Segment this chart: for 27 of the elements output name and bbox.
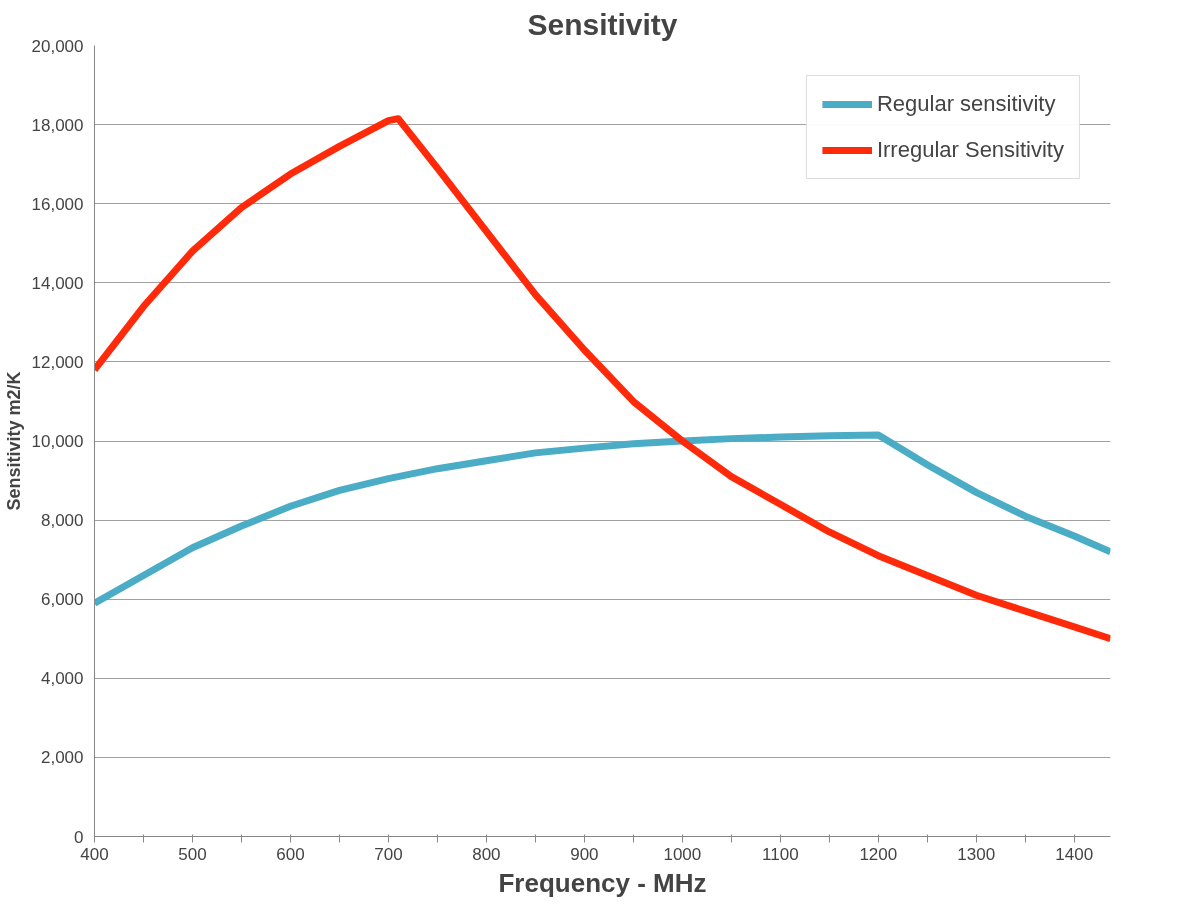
y-tick-label: 18,000	[31, 115, 84, 135]
y-tick-label: 14,000	[31, 273, 84, 293]
y-tick-label: 8,000	[40, 511, 84, 531]
x-tick-label: 800	[472, 844, 501, 864]
y-tick-label: 0	[74, 827, 84, 847]
legend-label: Regular sensitivity	[876, 91, 1056, 117]
y-tick-label: 12,000	[31, 352, 84, 372]
y-tick-label: 2,000	[40, 748, 84, 768]
legend-label: Irregular Sensitivity	[876, 137, 1064, 163]
x-tick-label: 1400	[1055, 844, 1094, 864]
y-tick-label: 10,000	[31, 432, 84, 451]
x-tick-label: 700	[374, 844, 403, 864]
y-tick-label: 16,000	[31, 194, 84, 214]
x-tick-label: 1000	[663, 844, 702, 864]
y-tick-label: 4,000	[40, 669, 84, 689]
x-tick-label: 1300	[957, 844, 996, 864]
chart-title: Sensitivity	[527, 7, 678, 41]
x-axis-title: Frequency - MHz	[498, 867, 707, 898]
y-tick-label: 20,000	[31, 36, 84, 56]
y-axis-title: Sensitivity m2/K	[3, 371, 24, 511]
x-tick-label: 1200	[859, 844, 898, 864]
x-tick-label: 600	[276, 844, 305, 864]
x-tick-label: 400	[80, 844, 109, 864]
x-tick-label: 900	[570, 844, 599, 864]
x-tick-label: 500	[178, 844, 207, 864]
x-tick-label: 1100	[762, 844, 799, 864]
y-tick-label: 6,000	[40, 590, 84, 610]
